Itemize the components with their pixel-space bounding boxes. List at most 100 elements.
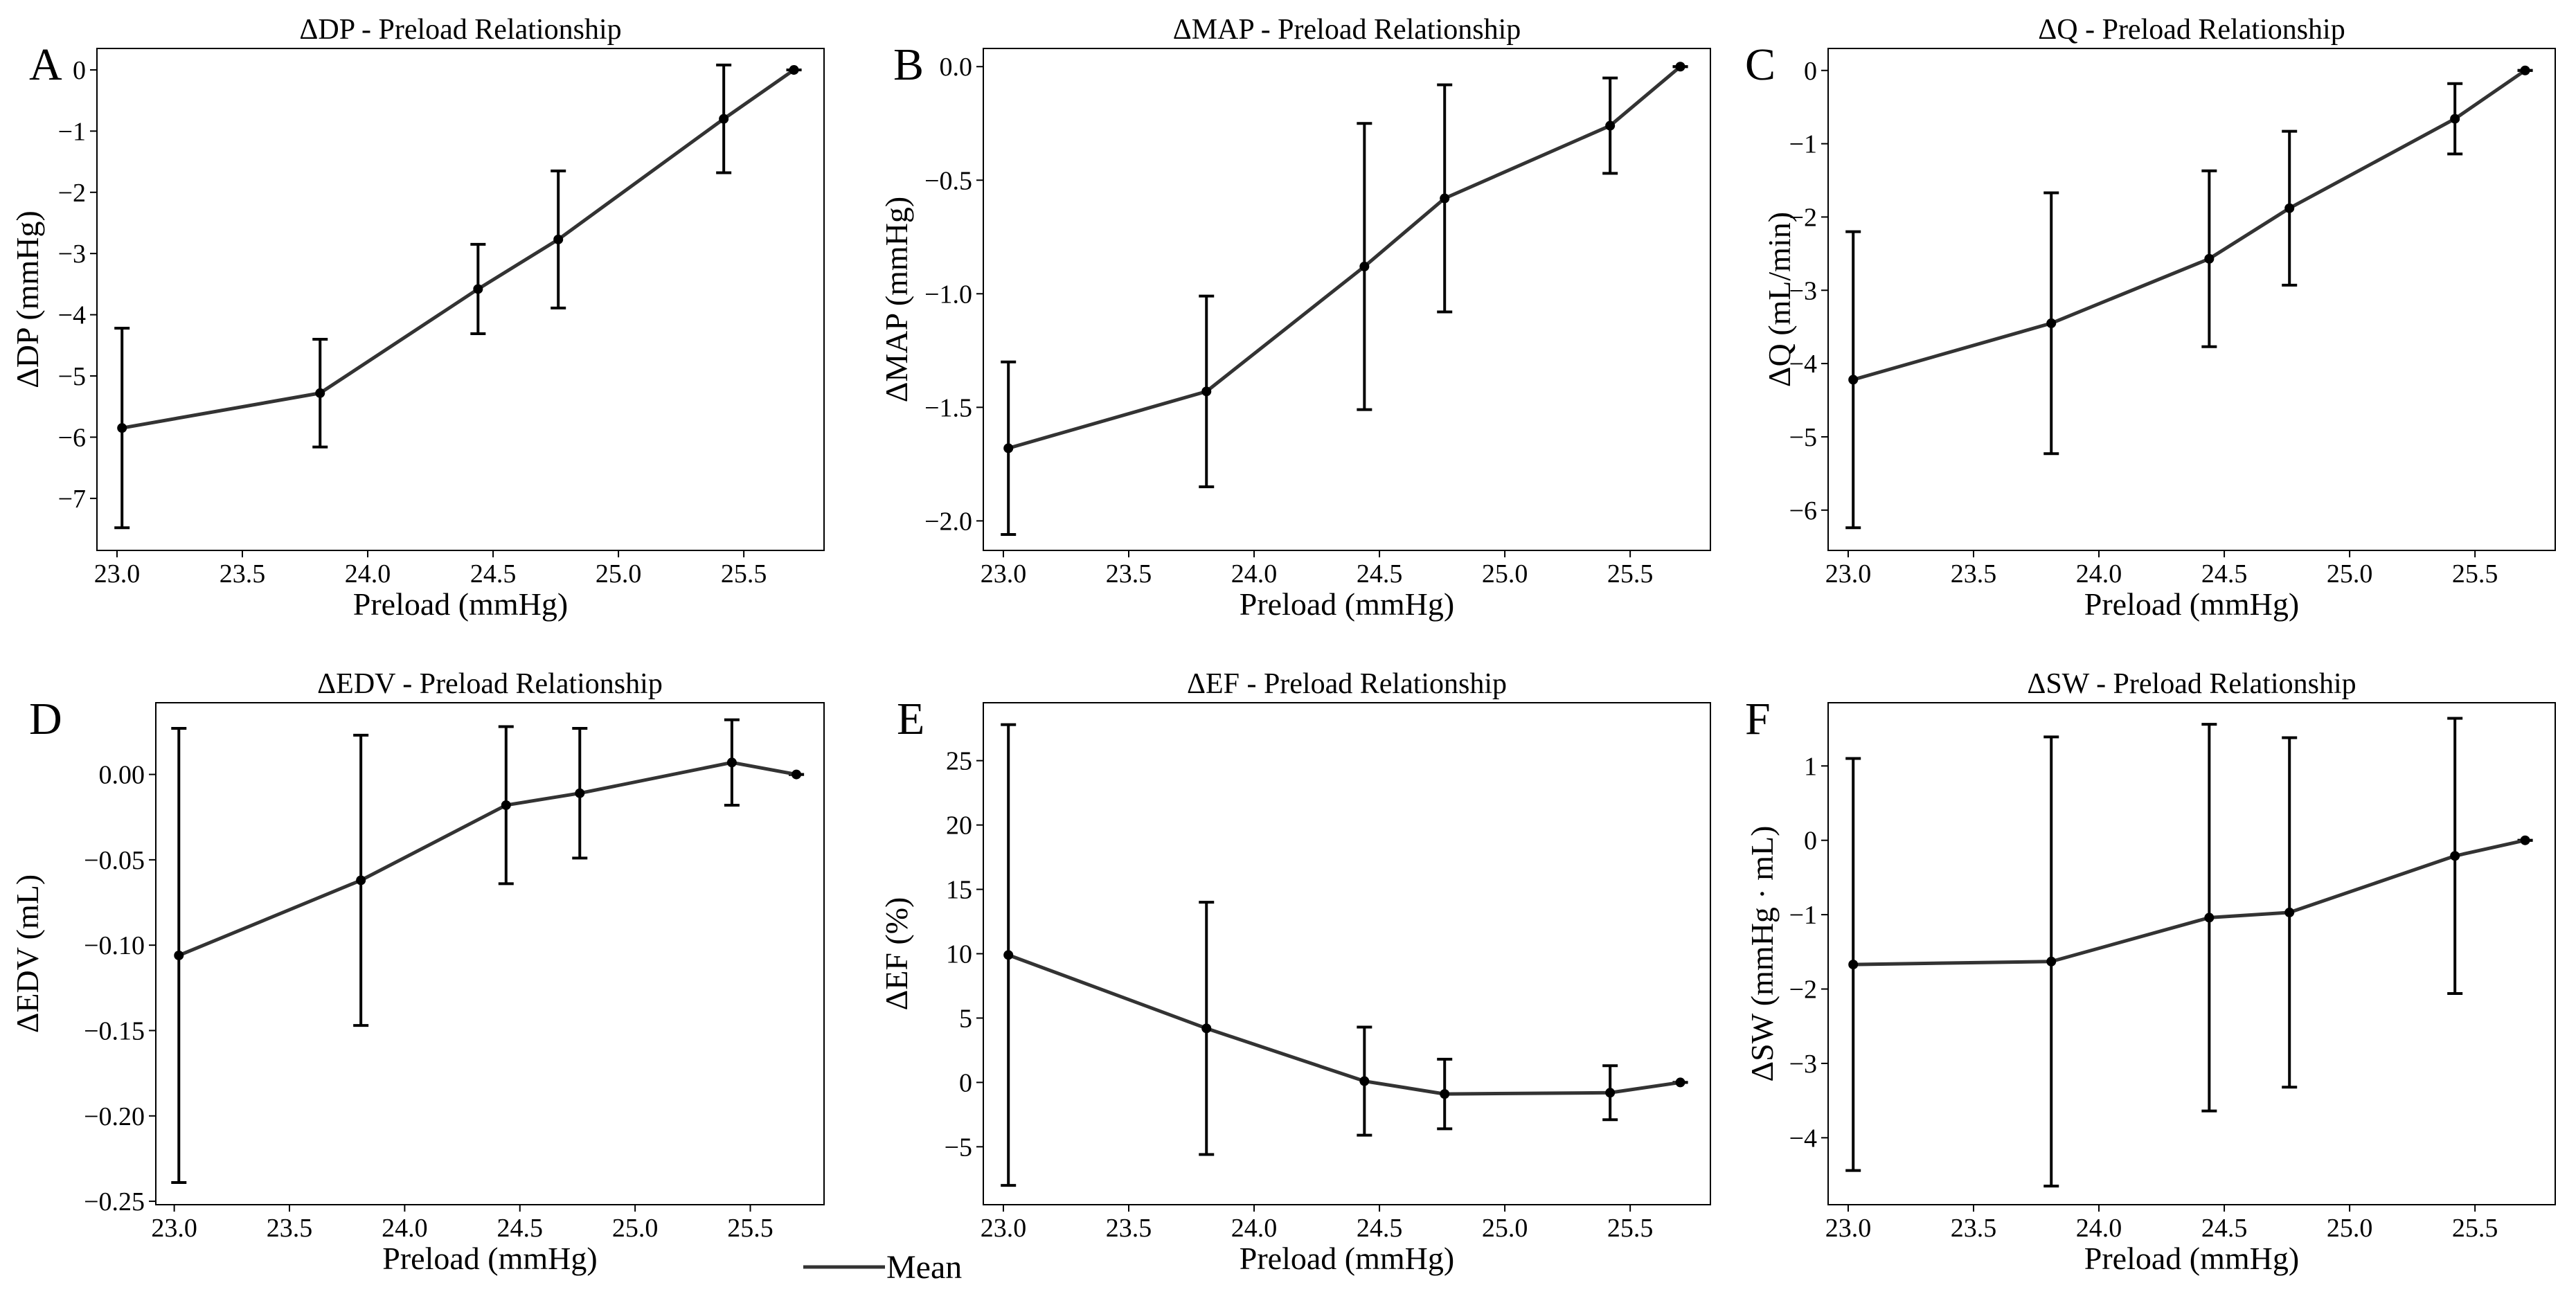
x-tick-label: 24.0 bbox=[345, 559, 391, 588]
data-point bbox=[1201, 1023, 1212, 1034]
y-tick-label: −3 bbox=[1789, 276, 1817, 305]
panel-letter: C bbox=[1745, 39, 1776, 90]
y-tick-label: −2 bbox=[1789, 976, 1817, 1005]
legend-label: Mean bbox=[886, 1249, 962, 1286]
x-tick-label: 25.5 bbox=[727, 1214, 773, 1243]
x-tick-label: 25.0 bbox=[1482, 559, 1528, 588]
x-tick-label: 24.5 bbox=[2201, 559, 2248, 588]
y-tick-label: 25 bbox=[946, 747, 972, 776]
panel-f: F ΔSW - Preload Relationship 23.0 23.5 24.0 2… bbox=[1744, 668, 2556, 1276]
x-tick-label: 25.5 bbox=[2452, 559, 2498, 588]
data-point bbox=[1440, 193, 1450, 204]
data-point bbox=[575, 788, 585, 798]
y-tick-label: −0.20 bbox=[84, 1102, 145, 1131]
x-tick-label: 24.5 bbox=[1357, 1214, 1403, 1243]
x-tick-label: 25.0 bbox=[1482, 1214, 1528, 1243]
data-point bbox=[356, 875, 366, 886]
y-tick-label: −5 bbox=[58, 362, 86, 391]
y-tick-label: −2.0 bbox=[924, 507, 972, 536]
x-tick-label: 25.0 bbox=[612, 1214, 659, 1243]
panel-letter: A bbox=[29, 39, 62, 90]
data-point bbox=[2046, 318, 2057, 328]
y-tick-label: −5 bbox=[1789, 423, 1817, 452]
data-point bbox=[719, 114, 729, 124]
y-tick-label: 20 bbox=[946, 811, 972, 841]
data-point bbox=[117, 423, 127, 433]
x-axis-label: Preload (mmHg) bbox=[1240, 586, 1454, 622]
y-tick-label: −4 bbox=[58, 301, 86, 330]
y-tick-label: −0.05 bbox=[84, 846, 145, 875]
data-point bbox=[2450, 114, 2460, 124]
data-point bbox=[2204, 913, 2215, 923]
data-point bbox=[791, 769, 802, 780]
x-tick-label: 23.5 bbox=[1106, 1214, 1152, 1243]
x-tick-label: 24.0 bbox=[2076, 1214, 2122, 1243]
mean-series-line bbox=[1853, 838, 2526, 967]
panel-letter: B bbox=[893, 39, 924, 90]
mean-series-line bbox=[1852, 69, 2526, 381]
y-tick-label: 5 bbox=[959, 1004, 972, 1033]
data-point bbox=[2284, 203, 2295, 213]
y-tick-label: −5 bbox=[945, 1133, 972, 1162]
data-point bbox=[1848, 960, 1859, 970]
panel-letter: F bbox=[1745, 694, 1771, 744]
x-tick-label: 23.5 bbox=[1951, 1214, 1997, 1243]
x-tick-label: 25.0 bbox=[2327, 559, 2373, 588]
x-tick-label: 23.0 bbox=[981, 559, 1027, 588]
x-tick-label: 24.0 bbox=[1231, 559, 1278, 588]
mean-series-line bbox=[178, 760, 797, 958]
data-point bbox=[1848, 375, 1859, 385]
x-tick-label: 24.5 bbox=[470, 559, 517, 588]
chart-title: ΔDP - Preload Relationship bbox=[299, 14, 621, 46]
mean-series-line bbox=[121, 68, 795, 430]
x-tick-label: 23.0 bbox=[1825, 559, 1872, 588]
panel-letter: D bbox=[29, 694, 62, 744]
mean-series-line bbox=[1008, 65, 1682, 450]
y-tick-label: −6 bbox=[58, 423, 86, 452]
chart-title: ΔSW - Preload Relationship bbox=[2027, 668, 2356, 700]
plot-frame bbox=[96, 48, 825, 551]
y-axis-label: ΔEDV (mL) bbox=[10, 874, 45, 1033]
data-point bbox=[2450, 851, 2460, 861]
y-axis-label: ΔEF (%) bbox=[879, 897, 914, 1011]
x-tick-label: 25.0 bbox=[2327, 1214, 2373, 1243]
data-point bbox=[174, 950, 184, 960]
x-tick-label: 23.0 bbox=[151, 1214, 197, 1243]
x-axis-label: Preload (mmHg) bbox=[382, 1241, 597, 1276]
plot-frame bbox=[155, 702, 825, 1205]
data-point bbox=[1605, 1088, 1616, 1098]
x-tick-label: 23.5 bbox=[220, 559, 266, 588]
y-tick-label: −2 bbox=[58, 179, 86, 208]
data-point bbox=[2520, 835, 2530, 845]
plot-frame bbox=[1827, 702, 2556, 1205]
data-point bbox=[2520, 65, 2530, 75]
chart-title: ΔMAP - Preload Relationship bbox=[1173, 14, 1521, 46]
panel-letter: E bbox=[897, 694, 924, 744]
x-tick-label: 23.5 bbox=[1951, 559, 1997, 588]
y-tick-label: −1.0 bbox=[924, 280, 972, 309]
data-point bbox=[1675, 1077, 1685, 1088]
y-axis-label: ΔMAP (mmHg) bbox=[879, 197, 914, 403]
data-point bbox=[1605, 120, 1616, 131]
y-tick-label: −7 bbox=[58, 485, 86, 514]
y-tick-label: −4 bbox=[1789, 1124, 1817, 1153]
data-point bbox=[1359, 261, 1370, 271]
y-tick-label: −3 bbox=[58, 240, 86, 269]
legend: Mean bbox=[803, 1249, 962, 1286]
y-tick-label: 10 bbox=[946, 940, 972, 969]
y-tick-label: 1 bbox=[1804, 752, 1817, 781]
panel-a: A ΔDP - Preload Relationship 23.0 23.5 24.0 2… bbox=[10, 14, 825, 622]
x-tick-label: 25.5 bbox=[2452, 1214, 2498, 1243]
x-tick-label: 24.0 bbox=[1231, 1214, 1278, 1243]
data-point bbox=[1675, 62, 1685, 72]
panel-c: C ΔQ - Preload Relationship 23.0 23.5 24.0 24… bbox=[1745, 14, 2556, 622]
x-tick-label: 23.5 bbox=[1106, 559, 1152, 588]
y-tick-label: 0 bbox=[1804, 57, 1817, 86]
x-tick-label: 23.0 bbox=[981, 1214, 1027, 1243]
data-point bbox=[2204, 253, 2215, 264]
y-tick-label: −4 bbox=[1789, 350, 1817, 379]
y-axis-label: ΔQ (mL/min) bbox=[1762, 212, 1797, 387]
chart-title: ΔEDV - Preload Relationship bbox=[317, 668, 663, 700]
x-tick-label: 25.5 bbox=[1607, 559, 1654, 588]
